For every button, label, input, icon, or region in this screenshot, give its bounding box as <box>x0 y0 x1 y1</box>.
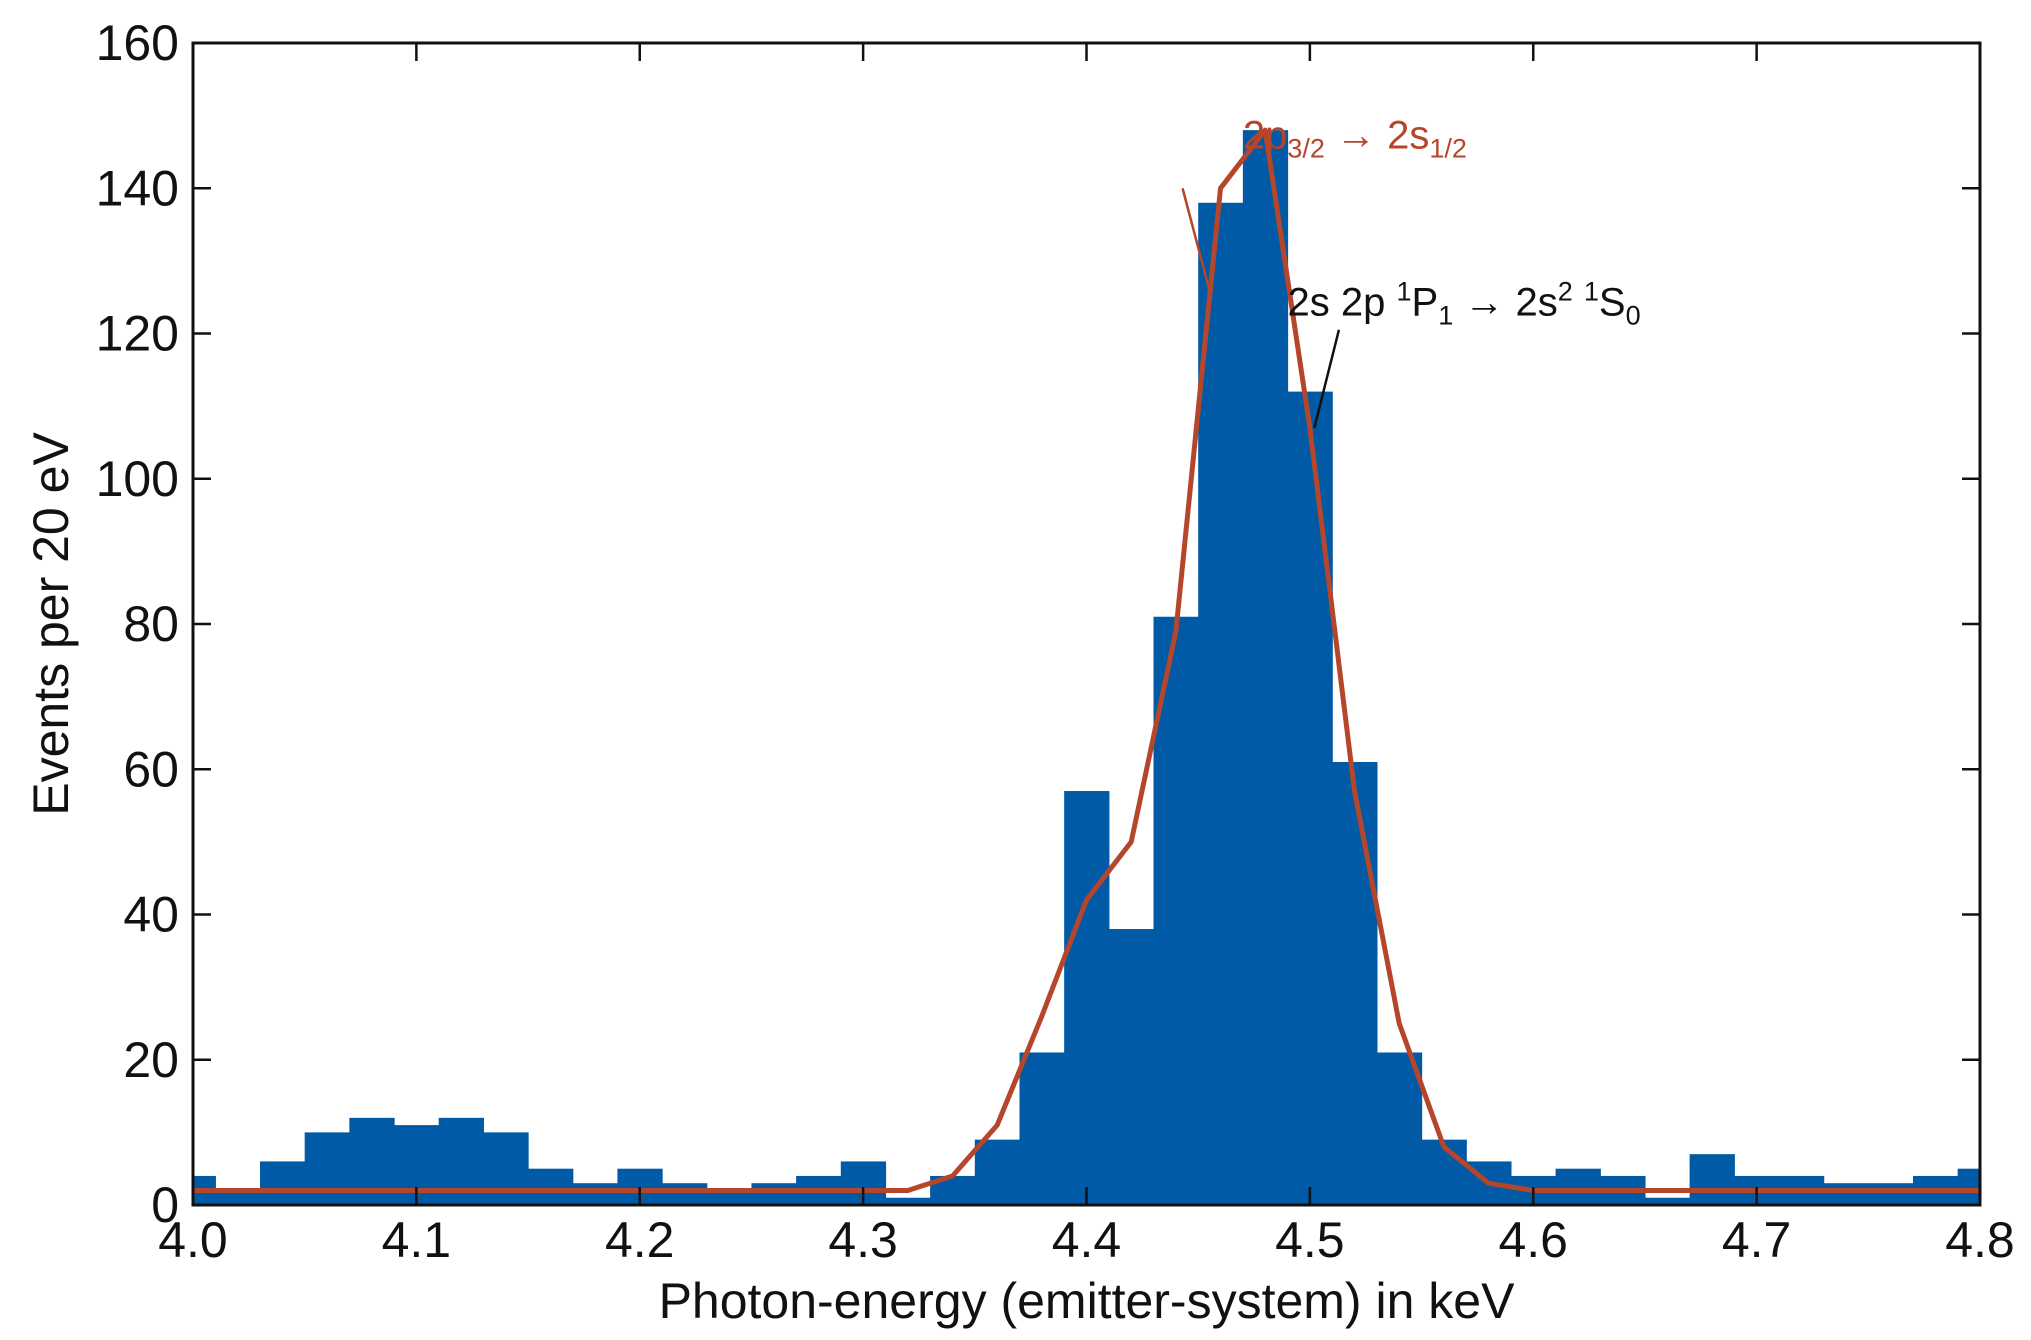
x-tick-label: 4.0 <box>158 1212 228 1268</box>
y-tick-label: 100 <box>96 451 179 507</box>
annotation-text-part: S <box>1599 280 1626 324</box>
y-tick-label: 0 <box>151 1177 179 1233</box>
fit-curve-group <box>193 127 1980 1193</box>
annotation-text-part: 1 <box>1438 300 1453 330</box>
y-tick-label: 80 <box>123 596 179 652</box>
histogram-bar <box>1868 1183 1914 1205</box>
histogram-bar <box>1644 1197 1691 1205</box>
histogram-bar <box>260 1161 306 1205</box>
histogram-bars <box>193 130 1980 1205</box>
axis-ticks <box>191 41 1982 1207</box>
annotation-pointer <box>1181 187 1211 291</box>
annotations: 2p3/2 → 2s1/22s 2p 1P1 → 2s2 1S0 <box>1181 113 1641 429</box>
annotation-text-part: P <box>1412 280 1439 324</box>
annotation-text-part: 2p <box>1243 113 1288 157</box>
histogram-bar <box>1376 1052 1423 1205</box>
annotation-text-part: 1/2 <box>1429 133 1467 163</box>
y-tick-label: 160 <box>96 15 179 71</box>
annotation-text-part: → 2s <box>1325 113 1429 157</box>
histogram-bar <box>483 1132 529 1205</box>
histogram-bar <box>215 1190 261 1205</box>
x-tick-labels: 4.0 4.1 4.2 4.3 4.4 4.5 4.6 4.7 4.8 <box>158 1212 2015 1268</box>
annotation-text-part: 1 <box>1397 276 1412 306</box>
y-axis-label: Events per 20 eV <box>23 432 79 816</box>
histogram-bar <box>1108 929 1155 1205</box>
histogram-bar <box>1555 1168 1601 1205</box>
x-tick-label: 4.5 <box>1275 1212 1345 1268</box>
histogram-bar <box>885 1197 931 1205</box>
histogram-bar <box>1823 1183 1869 1205</box>
annotation-text-part: → 2s <box>1453 280 1557 324</box>
x-tick-label: 4.2 <box>605 1212 675 1268</box>
annotation-label: 2p3/2 → 2s1/2 <box>1243 113 1467 163</box>
x-tick-label: 4.3 <box>828 1212 898 1268</box>
annotation-text-part: 2s 2p <box>1288 280 1397 324</box>
histogram-bar <box>706 1190 753 1205</box>
y-tick-label: 40 <box>123 887 179 943</box>
y-tick-label: 20 <box>123 1032 179 1088</box>
histogram-bar <box>1153 616 1199 1205</box>
annotation-label: 2s 2p 1P1 → 2s2 1S0 <box>1288 276 1641 330</box>
histogram-bar <box>528 1168 574 1205</box>
histogram-bar <box>1287 391 1333 1205</box>
y-tick-labels: 0 20 40 60 80 100 120 140 160 <box>96 15 179 1233</box>
histogram-bar <box>1019 1052 1065 1205</box>
y-tick-label: 60 <box>123 741 179 797</box>
annotation-text-part <box>1573 280 1584 324</box>
histogram-bar <box>1421 1139 1467 1205</box>
histogram-bar <box>1332 761 1378 1205</box>
histogram-bar <box>662 1183 708 1205</box>
histogram-bar <box>1242 130 1289 1205</box>
x-tick-label: 4.4 <box>1052 1212 1122 1268</box>
annotation-text-part: 2 <box>1558 276 1573 306</box>
x-axis-label: Photon-energy (emitter-system) in keV <box>659 1273 1516 1329</box>
histogram-bar <box>1064 791 1110 1205</box>
histogram-bar <box>751 1183 797 1205</box>
histogram-bar <box>1957 1168 1980 1205</box>
fit-curve <box>193 127 1980 1193</box>
histogram-bar <box>1689 1154 1735 1205</box>
histogram-bar <box>974 1139 1021 1205</box>
annotation-text-part: 1 <box>1584 276 1599 306</box>
annotation-pointer <box>1313 329 1341 429</box>
y-tick-label: 120 <box>96 306 179 362</box>
histogram-bar <box>572 1183 619 1205</box>
x-tick-label: 4.6 <box>1498 1212 1568 1268</box>
y-tick-label: 140 <box>96 160 179 216</box>
histogram-bar <box>304 1132 350 1205</box>
annotation-text-part: 0 <box>1626 300 1641 330</box>
histogram-bar <box>1198 202 1244 1205</box>
annotation-text-part: 3/2 <box>1287 133 1325 163</box>
x-tick-label: 4.8 <box>1945 1212 2015 1268</box>
x-tick-label: 4.7 <box>1722 1212 1792 1268</box>
x-tick-label: 4.1 <box>382 1212 452 1268</box>
